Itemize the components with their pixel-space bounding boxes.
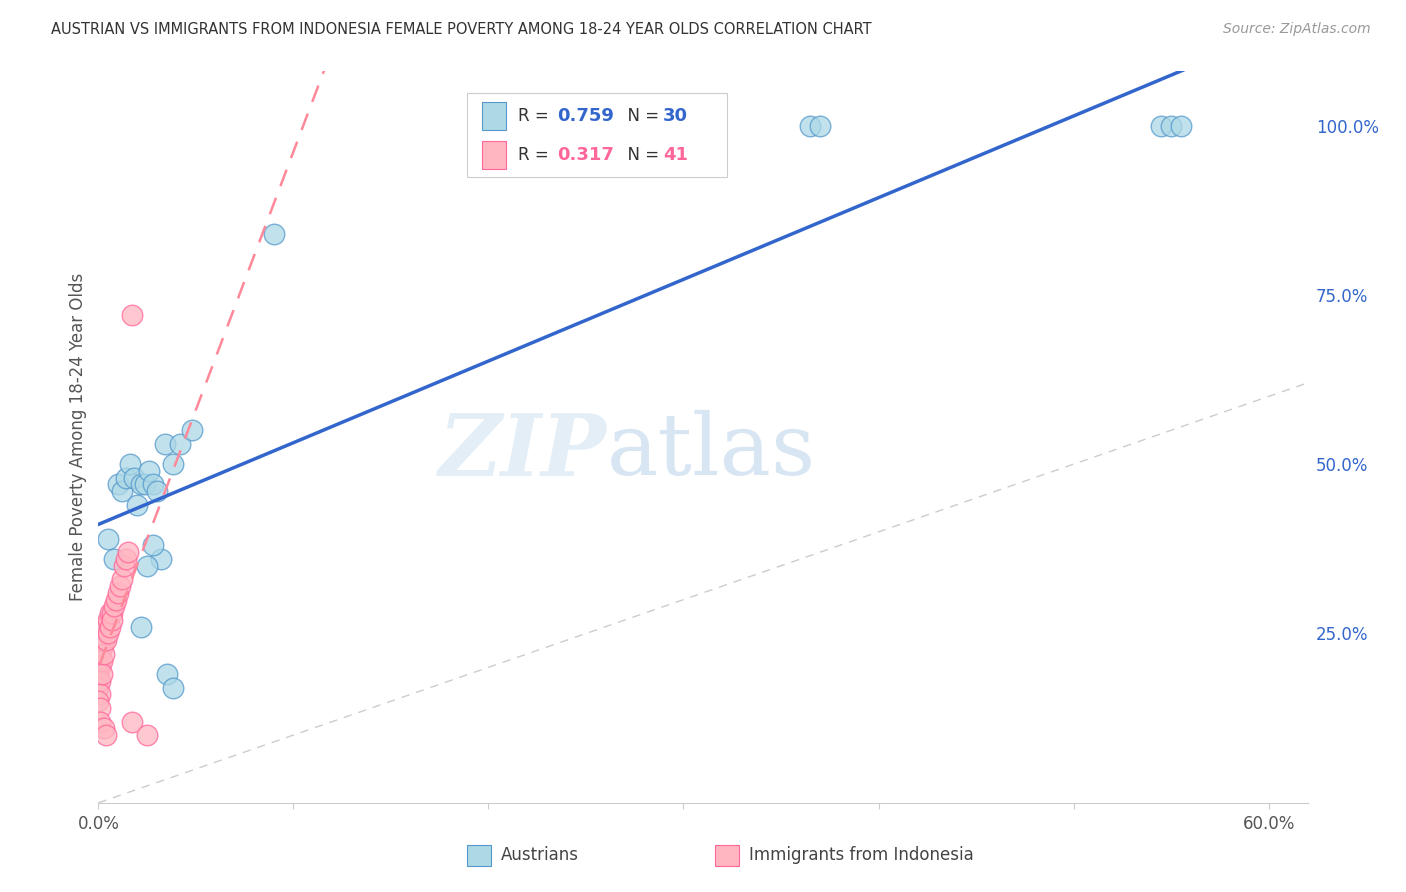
Point bbox=[149, 552, 172, 566]
Point bbox=[114, 552, 136, 566]
Point bbox=[93, 647, 115, 661]
Point bbox=[162, 457, 184, 471]
Point bbox=[93, 620, 115, 634]
Point bbox=[108, 579, 131, 593]
Point bbox=[156, 667, 179, 681]
Point bbox=[114, 471, 136, 485]
Text: 41: 41 bbox=[664, 145, 688, 164]
Point bbox=[121, 714, 143, 729]
Point bbox=[104, 592, 127, 607]
Point bbox=[89, 633, 111, 648]
Point bbox=[181, 423, 204, 437]
Text: Immigrants from Indonesia: Immigrants from Indonesia bbox=[749, 847, 974, 864]
Point bbox=[111, 484, 134, 499]
Point bbox=[89, 673, 111, 688]
Point bbox=[87, 694, 110, 708]
Point bbox=[93, 721, 115, 735]
Point bbox=[91, 640, 114, 654]
Point bbox=[98, 606, 121, 620]
Point bbox=[107, 477, 129, 491]
Point bbox=[146, 484, 169, 499]
Point bbox=[89, 660, 111, 674]
Point bbox=[131, 620, 153, 634]
Point bbox=[91, 654, 114, 668]
Text: R =: R = bbox=[517, 107, 554, 125]
Point bbox=[111, 572, 134, 586]
Point bbox=[89, 647, 111, 661]
Point bbox=[121, 308, 143, 322]
Point bbox=[134, 477, 156, 491]
Point bbox=[98, 620, 121, 634]
Point bbox=[799, 119, 821, 133]
Point bbox=[97, 613, 120, 627]
Text: N =: N = bbox=[617, 107, 665, 125]
Point bbox=[96, 728, 118, 742]
Point bbox=[97, 532, 120, 546]
Point bbox=[96, 633, 118, 648]
Point bbox=[153, 437, 176, 451]
Point bbox=[131, 477, 153, 491]
Point bbox=[1150, 119, 1173, 133]
Text: 0.317: 0.317 bbox=[557, 145, 613, 164]
Point bbox=[89, 701, 111, 715]
Point bbox=[142, 477, 165, 491]
Text: AUSTRIAN VS IMMIGRANTS FROM INDONESIA FEMALE POVERTY AMONG 18-24 YEAR OLDS CORRE: AUSTRIAN VS IMMIGRANTS FROM INDONESIA FE… bbox=[51, 22, 872, 37]
Point bbox=[162, 681, 184, 695]
Point bbox=[169, 437, 191, 451]
Point bbox=[1160, 119, 1182, 133]
Point bbox=[101, 613, 124, 627]
Text: Source: ZipAtlas.com: Source: ZipAtlas.com bbox=[1223, 22, 1371, 37]
Point bbox=[87, 640, 110, 654]
FancyBboxPatch shape bbox=[467, 846, 492, 866]
Point bbox=[87, 667, 110, 681]
Text: Austrians: Austrians bbox=[501, 847, 579, 864]
Point bbox=[97, 626, 120, 640]
FancyBboxPatch shape bbox=[467, 94, 727, 178]
Point bbox=[93, 633, 115, 648]
Point bbox=[142, 538, 165, 552]
Point bbox=[263, 227, 285, 241]
Point bbox=[91, 626, 114, 640]
Point bbox=[127, 498, 149, 512]
Point bbox=[808, 119, 831, 133]
Y-axis label: Female Poverty Among 18-24 Year Olds: Female Poverty Among 18-24 Year Olds bbox=[69, 273, 87, 601]
FancyBboxPatch shape bbox=[482, 141, 506, 169]
Point bbox=[103, 599, 125, 614]
Point bbox=[122, 471, 145, 485]
Point bbox=[87, 654, 110, 668]
Point bbox=[136, 728, 159, 742]
Text: R =: R = bbox=[517, 145, 554, 164]
FancyBboxPatch shape bbox=[716, 846, 740, 866]
Point bbox=[1170, 119, 1192, 133]
Point bbox=[136, 558, 159, 573]
Text: ZIP: ZIP bbox=[439, 410, 606, 493]
Text: N =: N = bbox=[617, 145, 665, 164]
Point bbox=[101, 606, 124, 620]
Point bbox=[118, 457, 141, 471]
Point bbox=[96, 620, 118, 634]
Text: 30: 30 bbox=[664, 107, 688, 125]
Point bbox=[87, 660, 110, 674]
Text: atlas: atlas bbox=[606, 410, 815, 493]
Point bbox=[117, 545, 139, 559]
Point bbox=[112, 558, 135, 573]
Point bbox=[89, 714, 111, 729]
Point bbox=[107, 586, 129, 600]
Text: 0.759: 0.759 bbox=[557, 107, 613, 125]
Point bbox=[103, 552, 125, 566]
FancyBboxPatch shape bbox=[482, 102, 506, 130]
Point bbox=[91, 667, 114, 681]
Point bbox=[87, 681, 110, 695]
Point bbox=[89, 688, 111, 702]
Point bbox=[138, 464, 160, 478]
